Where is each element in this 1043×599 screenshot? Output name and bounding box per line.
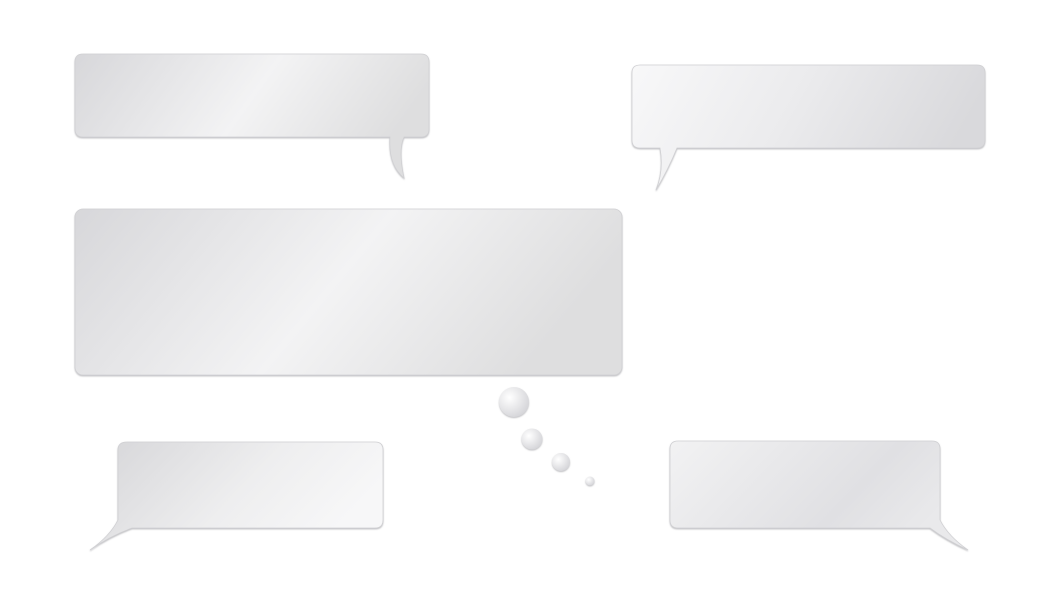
thought-dot [521,428,543,450]
speech-bubble-bottom-right [669,440,969,551]
thought-dot [499,387,529,417]
thought-dots [499,387,595,486]
thought-dot [552,453,570,471]
speech-bubble-top-left [74,53,430,180]
thought-bubble-center [74,208,623,376]
speech-bubble-bottom-left [89,441,384,551]
thought-dot [585,476,595,486]
speech-bubble-top-right [631,64,986,191]
